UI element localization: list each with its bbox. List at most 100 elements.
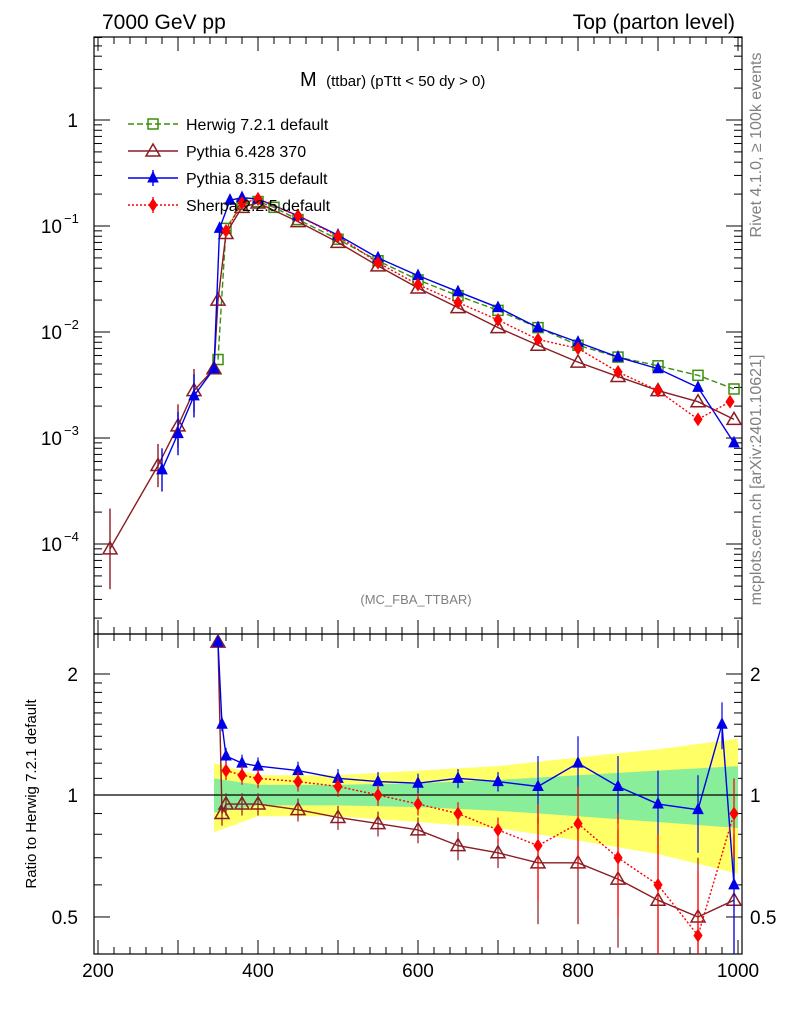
point-pythia-6428 <box>449 299 467 314</box>
legend-marker-pythia <box>147 170 159 183</box>
y-tick-label: 10 <box>41 323 62 344</box>
point-pythia-6428 <box>329 233 347 249</box>
point-pythia-6428 <box>233 198 251 214</box>
rivet-label: Rivet 4.1.0, ≥ 100k events <box>748 53 765 238</box>
ratio-point-pythia-6428 <box>217 795 235 810</box>
ratio-series-group <box>209 634 742 954</box>
ratio-point-sherpa-225 <box>253 771 263 786</box>
point-sherpa-225 <box>725 394 735 409</box>
ratio-point-sherpa-225 <box>653 877 663 892</box>
ratio-point-sherpa-225 <box>493 823 503 837</box>
ratio-point-sherpa-225 <box>453 806 463 821</box>
series-line-pythia-8315 <box>161 196 735 471</box>
ratio-y-tick-label: 2 <box>67 665 78 686</box>
point-pythia-8315 <box>172 426 184 439</box>
y-tick-label: 1 <box>67 111 78 132</box>
point-pythia-8315 <box>652 361 664 374</box>
ratio-point-pythia-8315 <box>220 748 232 761</box>
ratio-point-pythia-8315 <box>652 796 664 809</box>
legend-label-herwig: Herwig 7.2.1 default <box>186 117 329 134</box>
point-pythia-6428 <box>689 393 707 408</box>
point-pythia-8315 <box>208 361 220 374</box>
ratio-point-pythia-6428 <box>289 801 307 816</box>
y-tick-exponent: −1 <box>64 211 79 226</box>
ratio-point-pythia-6428 <box>233 795 251 810</box>
point-pythia-8315 <box>188 388 200 401</box>
main-series-group <box>101 190 742 590</box>
ratio-point-pythia-6428 <box>409 821 427 836</box>
point-pythia-6428 <box>101 540 119 555</box>
legend-marker-herwig <box>147 118 159 130</box>
ratio-point-pythia-6428 <box>329 809 347 824</box>
point-pythia-6428 <box>209 291 227 306</box>
point-pythia-8315 <box>492 300 504 313</box>
ratio-point-sherpa-225 <box>613 850 623 865</box>
ratio-point-pythia-6428 <box>449 837 467 852</box>
point-pythia-6428 <box>409 279 427 294</box>
ratio-point-pythia-8315 <box>716 717 728 729</box>
point-pythia-6428 <box>609 368 627 383</box>
ratio-point-sherpa-225 <box>237 768 247 783</box>
ratio-point-pythia-8315 <box>572 756 584 768</box>
ratio-point-sherpa-225 <box>729 806 739 821</box>
y-tick-label: 10 <box>41 217 62 238</box>
y-tick-label: 10 <box>41 535 62 556</box>
ratio-y-tick-label: 0.5 <box>52 908 78 929</box>
ratio-point-pythia-8315 <box>692 802 704 815</box>
header-left: 7000 GeV pp <box>102 11 226 34</box>
ratio-y-tick-label-right: 2 <box>750 665 761 686</box>
ratio-point-pythia-8315 <box>612 779 624 791</box>
point-pythia-6428 <box>489 319 507 334</box>
point-sherpa-225 <box>373 255 383 270</box>
point-pythia-6428 <box>289 213 307 228</box>
ratio-point-pythia-8315 <box>212 635 224 647</box>
series-line-sherpa-225 <box>225 198 731 421</box>
legend-label-pythia: Pythia 6.428 370 <box>186 144 306 161</box>
point-sherpa-225 <box>453 295 463 310</box>
ratio-point-pythia-8315 <box>452 771 464 783</box>
ratio-point-sherpa-225 <box>293 774 303 789</box>
band-green <box>214 766 738 828</box>
mcplots-label: mcplots.cern.ch [arXiv:2401.10621] <box>748 355 765 606</box>
point-pythia-6428 <box>529 336 547 351</box>
point-sherpa-225 <box>653 383 663 398</box>
x-tick-label: 600 <box>402 961 434 982</box>
plot-title-sub: (ttbar) (pTtt < 50 dy > 0) <box>326 73 485 90</box>
ratio-point-pythia-8315 <box>412 776 424 788</box>
ratio-point-pythia-6428 <box>369 815 387 830</box>
ratio-point-sherpa-225 <box>693 928 703 943</box>
ratio-point-sherpa-225 <box>413 797 423 811</box>
ratio-point-pythia-6428 <box>249 795 267 810</box>
plot-title: M (ttbar) (pTtt < 50 dy > 0) <box>300 69 485 91</box>
ratio-y-tick-label-right: 1 <box>750 786 761 807</box>
point-herwig-721 <box>212 353 224 366</box>
point-pythia-6428 <box>205 360 223 375</box>
x-tick-label: 800 <box>562 961 594 982</box>
ratio-y-tick-label-right: 0.5 <box>750 908 776 929</box>
point-herwig-721 <box>728 383 740 395</box>
point-pythia-8315 <box>224 193 236 205</box>
point-sherpa-225 <box>333 229 343 244</box>
x-tick-label: 400 <box>242 961 274 982</box>
point-pythia-6428 <box>569 353 587 368</box>
x-tick-label: 200 <box>82 961 114 982</box>
ratio-point-sherpa-225 <box>333 779 343 794</box>
point-sherpa-225 <box>493 313 503 327</box>
point-sherpa-225 <box>237 196 247 210</box>
ratio-point-sherpa-225 <box>373 788 383 802</box>
ratio-y-label: Ratio to Herwig 7.2.1 default <box>23 699 40 889</box>
header-right: Top (parton level) <box>573 11 735 34</box>
ratio-point-pythia-6428 <box>489 844 507 859</box>
y-tick-exponent: −4 <box>64 529 79 544</box>
point-pythia-8315 <box>156 462 168 475</box>
ratio-point-pythia-8315 <box>492 774 504 787</box>
point-pythia-8315 <box>692 380 704 392</box>
legend-label-sherpa: Sherpa 2.2.5 default <box>186 198 331 215</box>
point-pythia-8315 <box>612 349 624 362</box>
plot-title-main: M <box>300 69 317 91</box>
point-sherpa-225 <box>221 223 231 238</box>
main-panel: 10 −410 −310 −210 −11 <box>41 36 743 635</box>
ratio-point-pythia-8315 <box>532 779 544 791</box>
x-tick-label: 1000 <box>717 961 759 982</box>
